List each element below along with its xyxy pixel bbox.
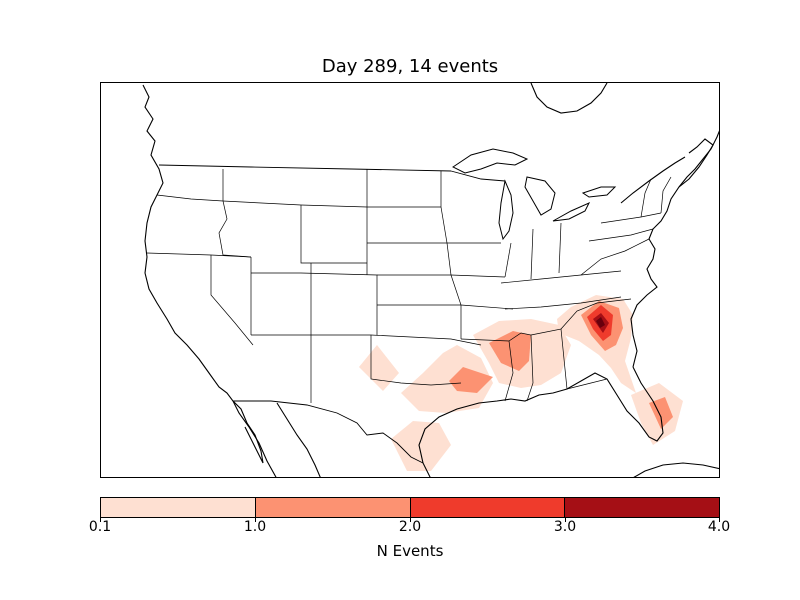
colorbar-label: N Events: [376, 542, 444, 560]
great-lakes: [452, 148, 617, 241]
colorbar: [100, 497, 720, 518]
colorbar-bin-4: [564, 498, 719, 517]
colorbar-bin-3: [409, 498, 565, 517]
colorbar-tickmark: [410, 518, 411, 522]
colorbar-tick-label: 4.0: [707, 519, 731, 535]
colorbar-tick-label: 3.0: [553, 519, 577, 535]
colorbar-bin-1: [101, 498, 255, 517]
coastlines: [142, 83, 719, 477]
map-panel: [100, 82, 720, 478]
lake-huron: [524, 176, 556, 216]
country-borders: [158, 164, 506, 464]
colorbar-tickmark: [100, 518, 101, 522]
lake-ontario: [581, 186, 617, 198]
colorbar-bin-2: [254, 498, 410, 517]
contour-southeast-core: [596, 317, 605, 328]
lake-erie: [552, 201, 591, 222]
contour-north-texas: [359, 345, 399, 391]
event-contours: [359, 295, 683, 471]
lake-superior: [452, 148, 529, 174]
state-borders: [146, 169, 672, 403]
colorbar-tick-label: 0.1: [88, 519, 112, 535]
colorbar-tick-label: 2.0: [398, 519, 422, 535]
colorbar-tickmark: [565, 518, 566, 522]
colorbar-tickmark: [255, 518, 256, 522]
colorbar-tick-label: 1.0: [243, 519, 267, 535]
contour-south-texas: [391, 421, 451, 471]
lake-michigan: [498, 179, 514, 241]
contour-texas-outer: [401, 345, 493, 413]
map-title: Day 289, 14 events: [321, 56, 499, 77]
colorbar-tickmark: [719, 518, 720, 522]
contour-louisiana-mid: [449, 367, 493, 393]
map-canvas: [142, 83, 719, 477]
